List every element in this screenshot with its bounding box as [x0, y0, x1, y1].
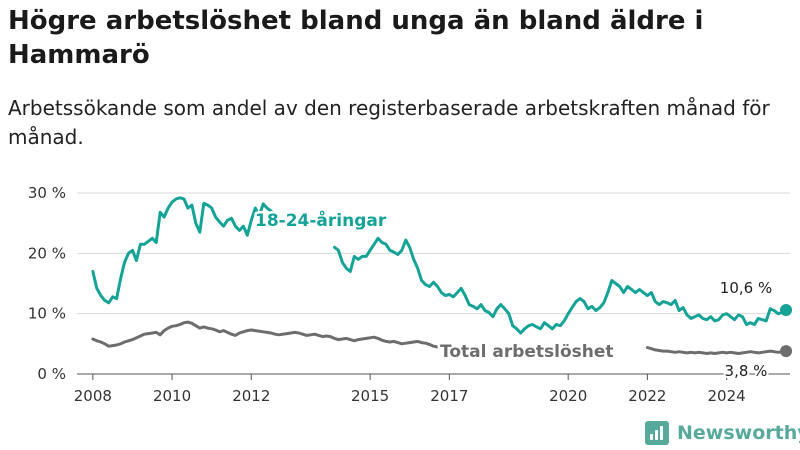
x-tick-label: 2017 — [430, 387, 468, 405]
x-tick-label: 2022 — [628, 387, 666, 405]
y-tick-label: 10 % — [28, 305, 66, 323]
x-tick-label: 2010 — [153, 387, 191, 405]
series-line-total — [91, 320, 439, 349]
series-label-total: Total arbetslöshet — [440, 342, 614, 362]
x-tick-label: 2020 — [549, 387, 587, 405]
end-value-label-total: 3,8 % — [725, 362, 768, 380]
series-labels: 18-24-åringar Total arbetslöshet 10,6 % … — [253, 207, 775, 383]
series-line-total — [645, 346, 788, 355]
brand-logo: Newsworthy — [645, 420, 800, 446]
series-label-youth: 18-24-åringar — [255, 209, 387, 231]
x-tick-label: 2024 — [708, 387, 746, 405]
x-tick-label: 2012 — [232, 387, 270, 405]
gridlines: 0 % 10 % 20 % 30 % — [28, 184, 790, 383]
series-lines — [91, 196, 793, 358]
y-tick-label: 30 % — [28, 184, 66, 202]
end-point-youth — [780, 304, 793, 317]
x-tick-label: 2015 — [351, 387, 389, 405]
brand-name: Newsworthy — [677, 422, 800, 444]
x-tick-label: 2008 — [74, 387, 112, 405]
y-tick-label: 0 % — [37, 365, 66, 383]
page-title: Högre arbetslöshet bland unga än bland ä… — [8, 6, 704, 70]
series-line-youth — [333, 236, 788, 335]
newsworthy-logo-icon — [645, 421, 669, 445]
series-line-youth — [91, 196, 273, 305]
end-point-total — [780, 345, 793, 358]
end-value-label-youth: 10,6 % — [720, 279, 772, 297]
x-axis: 2008 2010 2012 2015 2017 2020 2022 2024 — [74, 374, 746, 405]
page-subtitle: Arbetssökande som andel av den registerb… — [8, 96, 770, 149]
y-tick-label: 20 % — [28, 244, 66, 262]
